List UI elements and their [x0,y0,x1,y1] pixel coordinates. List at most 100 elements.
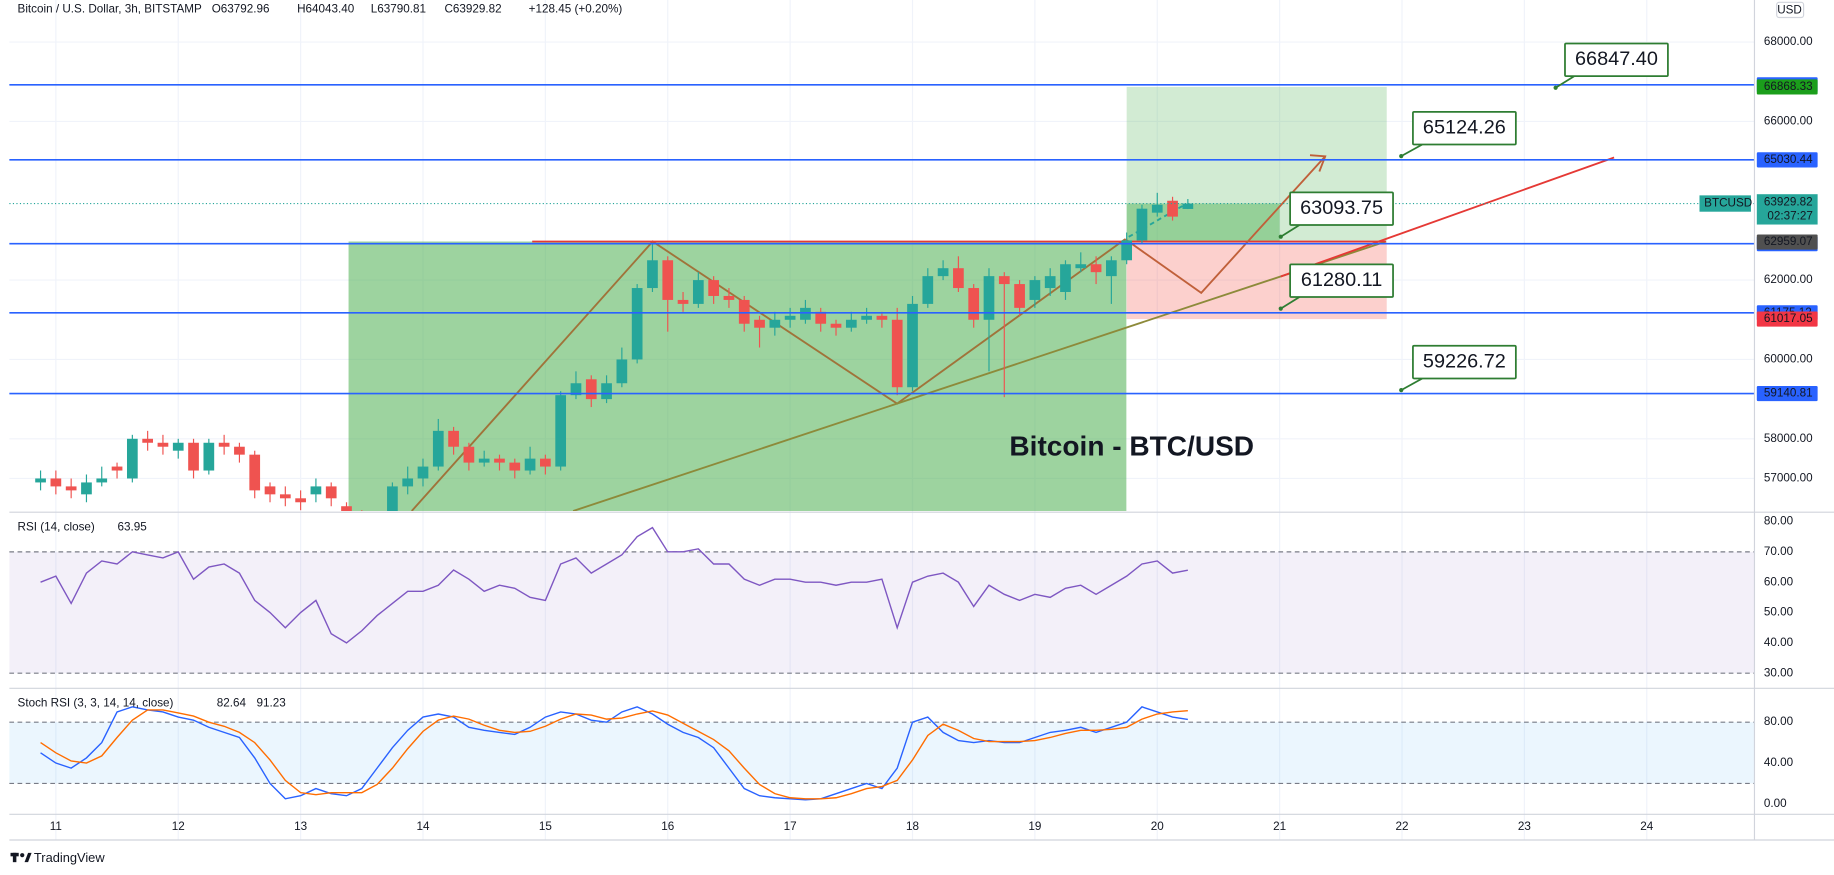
price-label: 62959.07 [1764,235,1813,248]
candle-body [387,486,398,512]
candle-body [157,442,169,447]
candle-body [861,315,872,320]
countdown: 02:37:27 [1767,209,1812,222]
candle-body [662,260,674,300]
x-tick-label: 14 [416,820,430,833]
candle-body [463,446,475,463]
callout-dot [1278,306,1283,311]
candle-body [1136,208,1148,241]
x-tick-label: 24 [1640,820,1654,833]
y-tick-label: 70.00 [1764,545,1794,558]
callout-box [1564,42,1669,77]
candle-body [723,295,735,300]
candle-body [1044,276,1056,289]
channel-line [1280,156,1615,278]
last-price-bg [1756,194,1818,225]
candle-body [218,442,230,447]
candle-body [126,438,138,479]
chart-title: Bitcoin / U.S. Dollar, 3h, BITSTAMP [18,2,202,15]
price-label-bg [1756,79,1818,95]
x-tick-label: 16 [661,820,674,833]
candle-body [478,458,490,463]
y-tick-label: 57000.00 [1764,472,1813,485]
candle-body [341,506,352,512]
candle-body [509,462,521,471]
candle-body [1151,204,1163,213]
candle-body [876,315,888,320]
candle-body [279,494,291,499]
range-rectangle [348,241,1127,511]
ohlc-legend: L63790.81 [371,2,426,15]
price-label: 61017.05 [1764,312,1813,325]
callout-pointer [1400,143,1423,157]
y-tick-label: 30.00 [1764,666,1794,679]
candle-body [907,303,918,388]
indicator-line [40,709,1188,800]
price-label: 65030.44 [1764,153,1813,166]
candle-body [692,280,704,304]
callout-label: 59226.72 [1423,350,1506,372]
price-label-bg [1756,311,1818,327]
x-tick-label: 11 [50,820,62,833]
candle-body [601,383,612,400]
candle-body [1014,284,1025,308]
callout-label: 61280.11 [1301,269,1382,291]
indicator-line [40,526,1188,644]
ohlc-legend: C63929.82 [444,2,501,15]
candle-body [1182,203,1194,209]
candle-body [1167,200,1178,217]
candle-body [50,478,62,487]
candle-body [249,454,261,491]
ohlc-legend: H64043.40 [297,2,355,15]
candle-body [96,478,108,483]
pane-value: 91.23 [257,697,286,710]
band-fill [9,551,1755,674]
callout-box [1289,191,1394,226]
candle-body [310,486,322,495]
x-tick-label: 12 [172,820,185,833]
candle-body [585,379,597,400]
price-label: 66868.33 [1764,80,1813,93]
symbol-label-bg [1699,195,1751,212]
candle-body [65,486,77,491]
candle-body [234,446,245,455]
callout-pointer [1280,296,1300,310]
callout-pointer [1280,224,1300,238]
y-tick-label: 50.00 [1764,606,1794,619]
callout-pointer [1400,377,1423,391]
band-fill [9,722,1755,784]
price-label-bg [1756,234,1818,250]
candle-body [1060,264,1071,292]
candle-body [142,438,153,443]
candle-body [417,466,429,479]
candle-body [647,260,658,289]
candle-body [81,482,92,495]
pane-title: Stoch RSI (3, 3, 14, 14, close) [18,697,174,710]
ohlc-legend: O63792.96 [212,2,270,15]
candle-body [800,307,811,320]
pane-value: 82.64 [217,697,247,710]
y-tick-label: 80.00 [1764,515,1794,528]
y-tick-label: 66000.00 [1764,114,1813,127]
candle-body [555,395,567,467]
y-tick-label: 68000.00 [1764,35,1813,48]
candle-body [325,486,337,499]
price-label: 59140.81 [1764,387,1813,400]
y-tick-label: 0.00 [1764,797,1787,810]
candle-body [570,383,582,396]
candle-body [983,276,995,320]
candle-body [203,442,215,471]
pane-title: RSI (14, close) [18,520,95,533]
annotation: Bitcoin - BTC/USD [1009,430,1254,461]
candle-body [616,359,628,384]
candle-body [540,458,551,467]
ohlc-legend: +128.45 (+0.20%) [529,2,623,15]
candle-body [402,478,414,487]
y-tick-label: 58000.00 [1764,432,1813,445]
callout-box [1412,344,1517,380]
projection-line [1124,155,1326,295]
candle-body [524,458,536,471]
symbol-label: BTCUSD [1704,197,1752,210]
candle-body [968,288,980,320]
callout-label: 63093.75 [1300,197,1383,219]
